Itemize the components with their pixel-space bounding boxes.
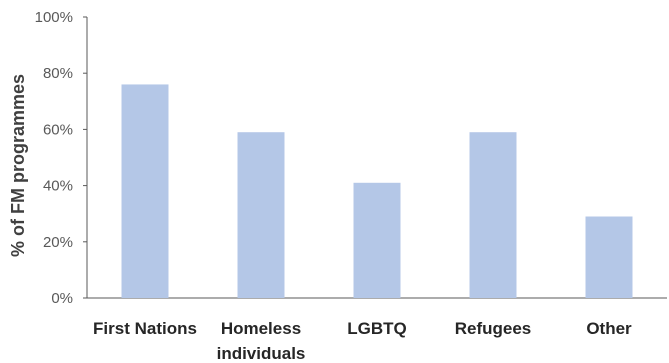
bar bbox=[121, 84, 169, 298]
y-tick-label: 100% bbox=[35, 9, 73, 26]
bar bbox=[469, 132, 517, 298]
bar bbox=[237, 132, 285, 298]
bar bbox=[353, 182, 401, 298]
x-category-label: Refugees bbox=[455, 319, 532, 338]
bars bbox=[121, 84, 633, 298]
category-labels: First Nations Homeless individuals LGBTQ Ref… bbox=[93, 319, 632, 363]
x-category-label: First Nations bbox=[93, 319, 197, 338]
y-axis-title: % of FM programmes bbox=[8, 74, 28, 257]
y-tick-label: 40% bbox=[43, 178, 73, 195]
x-category-label: LGBTQ bbox=[347, 319, 407, 338]
x-category-label: Other bbox=[586, 319, 632, 338]
y-tick-label: 20% bbox=[43, 234, 73, 251]
x-category-label: Homeless individuals bbox=[217, 319, 306, 363]
bar bbox=[585, 216, 633, 298]
y-tick-label: 80% bbox=[43, 65, 73, 82]
y-tick-labels: 0% 20% 40% 60% 80% 100% bbox=[35, 9, 87, 307]
y-tick-label: 0% bbox=[51, 290, 73, 307]
y-tick-label: 60% bbox=[43, 121, 73, 138]
